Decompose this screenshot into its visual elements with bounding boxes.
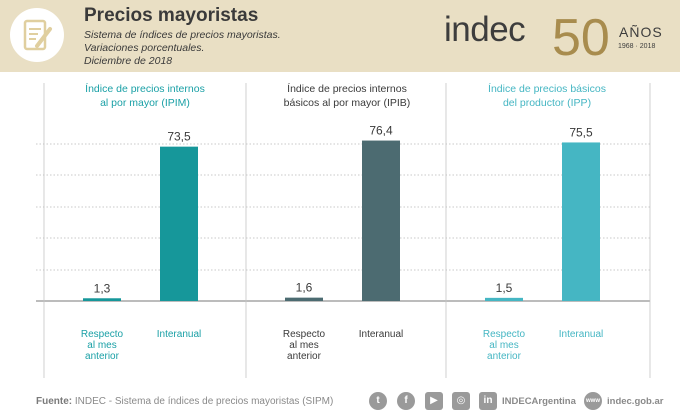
instagram-icon[interactable]: ◎: [452, 392, 470, 410]
subtitle-line-3: Diciembre de 2018: [84, 55, 173, 67]
panel-1-bar-1: [362, 140, 400, 301]
panel-0-value-label-0: 1,3: [94, 281, 111, 295]
panel-2-value-label-0: 1,5: [496, 281, 513, 295]
panel-0-value-label-1: 73,5: [167, 130, 191, 144]
anniversary-number: 50: [552, 9, 610, 65]
social-handle[interactable]: INDECArgentina: [502, 396, 576, 407]
panel-1-category-label-0-line-0: Respecto: [283, 329, 326, 340]
website-link[interactable]: indec.gob.ar: [607, 396, 664, 407]
panel-1-category-label-0-line-1: al mes: [289, 340, 318, 351]
header-banner: Precios mayoristas Sistema de índices de…: [0, 0, 680, 72]
indec-logo: indec: [444, 10, 526, 49]
panel-2-value-label-1: 75,5: [569, 125, 593, 139]
panel-2-bar-1: [562, 142, 600, 301]
page-title: Precios mayoristas: [84, 5, 259, 26]
panel-2-title-line-1: del productor (IPP): [503, 97, 591, 109]
document-edit-icon: [10, 8, 64, 62]
panel-0-bar-0: [83, 298, 121, 301]
twitter-icon[interactable]: t: [369, 392, 387, 410]
panel-0-bar-1: [160, 146, 198, 301]
panel-1-category-label-1-line-0: Interanual: [359, 329, 403, 340]
source-label: Fuente:: [36, 396, 73, 407]
panel-2-category-label-0-line-1: al mes: [489, 340, 518, 351]
panel-0-category-label-0-line-1: al mes: [87, 340, 116, 351]
panel-0-title-line-0: Índice de precios internos: [85, 82, 205, 95]
subtitle-line-2: Variaciones porcentuales.: [84, 42, 205, 54]
panel-1-value-label-0: 1,6: [296, 281, 313, 295]
panel-0-title-line-1: al por mayor (IPIM): [100, 97, 190, 109]
linkedin-icon[interactable]: in: [479, 392, 497, 410]
panel-1-title-line-0: Índice de precios internos: [287, 82, 407, 95]
youtube-icon[interactable]: ▶: [425, 392, 443, 410]
panel-2-bar-0: [485, 297, 523, 301]
facebook-icon[interactable]: f: [397, 392, 415, 410]
source-note: Fuente: INDEC - Sistema de índices de pr…: [36, 396, 333, 407]
bar-chart: Índice de precios internos al por mayor (…: [36, 82, 651, 378]
panel-1-title-line-1: básicos al por mayor (IPIB): [284, 97, 411, 109]
panel-0-category-label-0-line-2: anterior: [85, 351, 120, 362]
anniversary-label: AÑOS: [619, 24, 663, 40]
panel-2-category-label-0-line-0: Respecto: [483, 329, 526, 340]
anniversary-50-logo: 50: [552, 9, 618, 70]
source-text: INDEC - Sistema de índices de precios ma…: [74, 396, 334, 407]
panel-1-value-label-1: 76,4: [369, 124, 393, 138]
panel-0-category-label-0-line-0: Respecto: [81, 329, 124, 340]
subtitle-line-1: Sistema de índices de precios mayoristas…: [84, 29, 281, 41]
web-icon[interactable]: www: [584, 392, 602, 410]
panel-0-category-label-1-line-0: Interanual: [157, 329, 201, 340]
panel-2-category-label-0-line-2: anterior: [487, 351, 522, 362]
panel-2-title-line-0: Índice de precios básicos: [488, 82, 606, 95]
panel-1-category-label-0-line-2: anterior: [287, 351, 322, 362]
panel-2-category-label-1-line-0: Interanual: [559, 329, 603, 340]
anniversary-years: 1968 · 2018: [618, 43, 656, 50]
panel-1-bar-0: [285, 297, 323, 301]
